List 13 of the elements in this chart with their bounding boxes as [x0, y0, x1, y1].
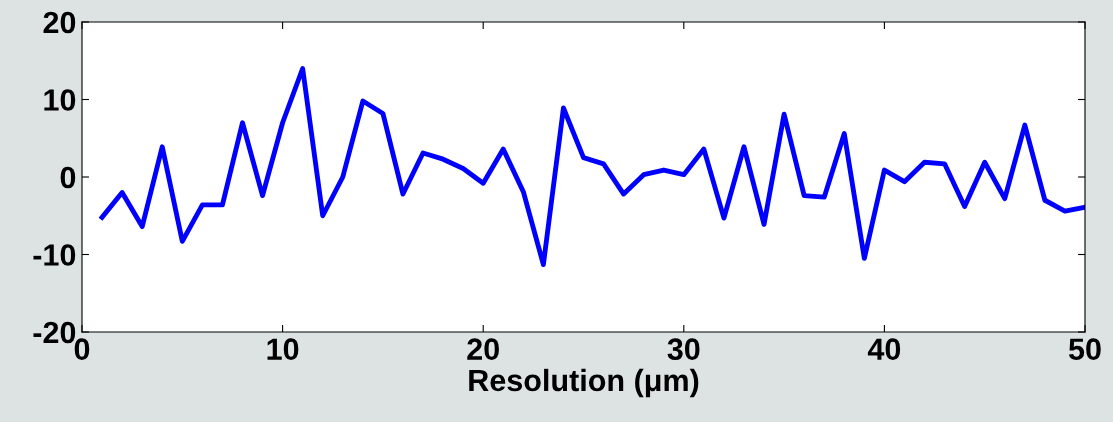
- x-tick-label: 10: [267, 338, 299, 360]
- x-tick-label: 0: [74, 338, 90, 360]
- y-tick-label: 10: [44, 89, 76, 111]
- y-tick-label: -10: [33, 244, 76, 266]
- x-tick-label: 50: [1068, 338, 1101, 360]
- x-tick-label: 30: [667, 338, 700, 361]
- y-tick-label: -20: [33, 321, 76, 344]
- y-tick-label: 0: [60, 166, 76, 189]
- y-tick-label: 20: [43, 11, 76, 34]
- x-axis-title: Resolution (μm): [469, 368, 699, 398]
- x-tick-label: 20: [467, 338, 499, 360]
- line-series: [99, 66, 1085, 268]
- x-tick-label: 40: [867, 338, 901, 360]
